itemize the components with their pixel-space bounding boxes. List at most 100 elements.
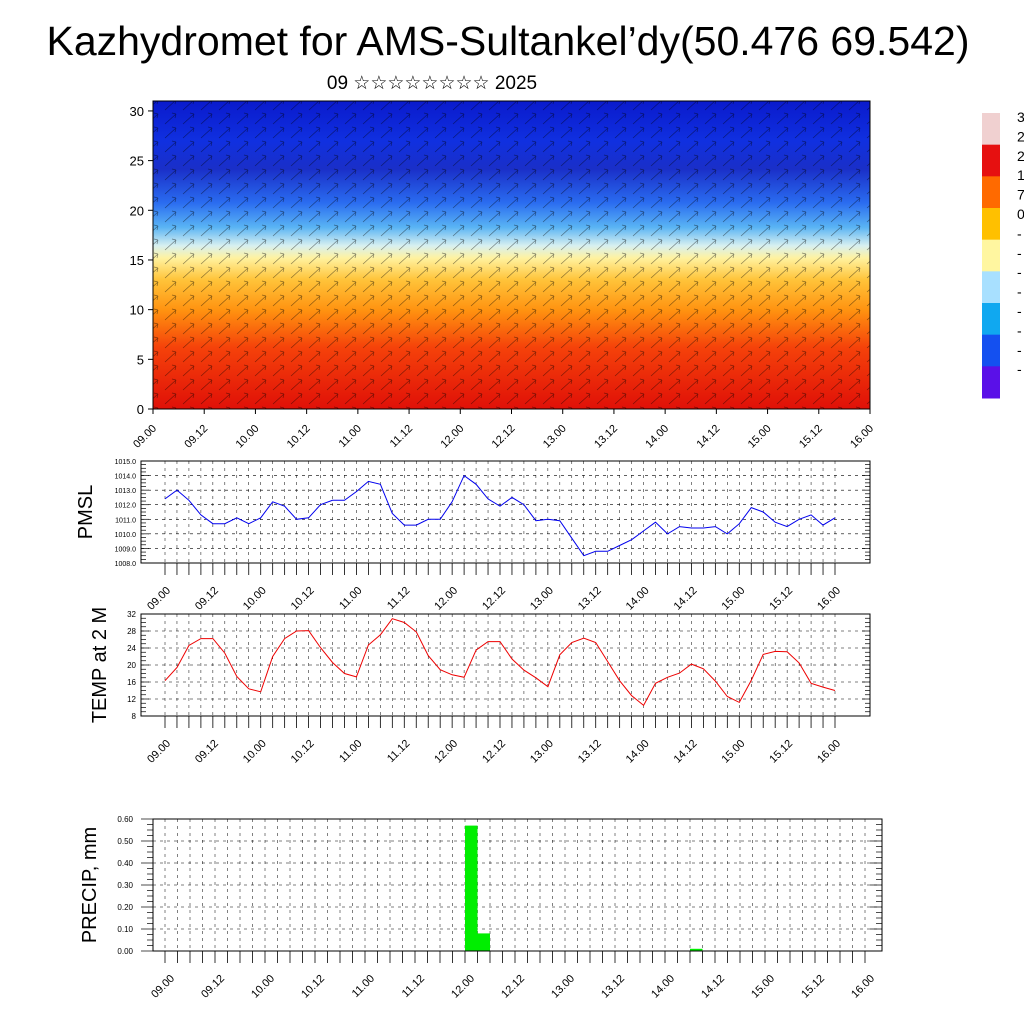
xs-xtick-label: 13.00: [541, 423, 569, 451]
temp-panel: 8 12 16 20 24 28 32 09.00 09.12 10.00 10.12 11.00 1…: [89, 607, 871, 766]
temp-xtick-label: 16.00: [815, 738, 843, 766]
xs-ytick-label: 20: [130, 203, 144, 218]
precip-xtick-label: 14.00: [649, 973, 677, 1001]
cross-section-panel: 0 5 10 15 20 25 30 09.00 09.12 10.00 10.12 11.00 11…: [130, 100, 876, 451]
pmsl-ytick-label: 1015.0: [115, 459, 137, 466]
temp-xtick-label: 13.00: [528, 738, 556, 766]
temp-xtick-label: 14.00: [624, 738, 652, 766]
precip-ytick-label: 0.30: [117, 881, 133, 890]
xs-xtick-label: 12.00: [438, 423, 466, 451]
precip-ytick-label: 0.40: [117, 859, 133, 868]
colorbar-label: -: [1017, 264, 1022, 280]
xs-ytick-label: 30: [130, 104, 144, 119]
pmsl-xtick-label: 14.12: [672, 585, 700, 613]
precip-xtick-label: 12.00: [449, 973, 477, 1001]
precip-ytick-label: 0.50: [117, 837, 133, 846]
precip-xtick-label: 15.12: [799, 973, 827, 1001]
precip-xtick-label: 11.12: [400, 973, 427, 1000]
precip-xtick-label: 16.00: [849, 973, 877, 1001]
precip-ytick-label: 0.20: [117, 903, 133, 912]
xs-xtick-label: 14.00: [643, 423, 671, 451]
wind-barbs: [153, 101, 870, 409]
colorbar-swatch: [982, 113, 1000, 146]
pmsl-ytick-label: 1012.0: [115, 503, 137, 510]
xs-ytick-label: 25: [130, 154, 144, 169]
temp-xtick-label: 15.00: [719, 738, 747, 766]
pmsl-xtick-label: 10.00: [241, 585, 269, 613]
precip-bar: [477, 933, 490, 951]
colorbar-label: 2: [1017, 128, 1024, 144]
xs-xtick-label: 15.00: [746, 423, 774, 451]
pmsl-xtick-label: 11.12: [385, 585, 412, 612]
pmsl-xtick-label: 10.12: [289, 585, 317, 613]
precip-xtick-label: 13.00: [549, 973, 577, 1001]
xs-xtick-label: 09.00: [131, 423, 159, 451]
temp-ytick-label: 20: [127, 661, 136, 670]
precip-frame: [152, 818, 883, 952]
temp-ytick-label: 32: [127, 610, 136, 619]
colorbar-swatch: [982, 239, 1000, 272]
pmsl-xtick-label: 14.00: [624, 585, 652, 613]
precip-ytick-label: 0.10: [117, 925, 133, 934]
pmsl-ytick-label: 1014.0: [115, 474, 137, 481]
colorbar-label: -: [1017, 342, 1022, 358]
xs-ytick-label: 15: [130, 253, 144, 268]
chart-title: Kazhydromet for AMS-Sultankel’dy(50.476 …: [46, 18, 970, 64]
temp-xtick-label: 10.00: [241, 738, 269, 766]
pmsl-xtick-label: 16.00: [815, 585, 843, 613]
precip-xtick-label: 13.12: [599, 973, 627, 1001]
pmsl-ytick-label: 1008.0: [115, 561, 137, 568]
pmsl-xtick-label: 13.00: [528, 585, 556, 613]
xs-ytick-label: 10: [130, 303, 144, 318]
pmsl-xtick-label: 12.00: [432, 585, 460, 613]
temp-xtick-label: 10.12: [289, 738, 317, 766]
colorbar: 3 2 2 1 7 0 - - - - - - - -: [982, 109, 1024, 399]
xs-xtick-label: 10.12: [285, 423, 313, 451]
colorbar-label: 7: [1017, 187, 1024, 203]
colorbar-label: -: [1017, 322, 1022, 338]
precip-panel: 0.00 0.10 0.20 0.30 0.40 0.50 0.60 09.00 09.12 1…: [79, 815, 883, 1001]
colorbar-swatch: [982, 366, 1000, 399]
xs-xtick-label: 16.00: [848, 423, 876, 451]
precip-xtick-label: 11.00: [350, 973, 377, 1000]
colorbar-swatch: [982, 176, 1000, 209]
pmsl-ytick-label: 1009.0: [115, 546, 137, 553]
temp-xtick-label: 14.12: [672, 738, 700, 766]
colorbar-label: 0: [1017, 206, 1024, 222]
xs-xtick-label: 09.12: [182, 423, 210, 451]
temp-ytick-label: 24: [127, 644, 136, 653]
temp-xtick-label: 13.12: [576, 738, 604, 766]
colorbar-swatch: [982, 208, 1000, 241]
colorbar-label: 1: [1017, 167, 1024, 183]
precip-xtick-label: 14.12: [699, 973, 727, 1001]
pmsl-xtick-label: 13.12: [576, 585, 604, 613]
pmsl-panel: 1008.0 1009.0 1010.0 1011.0 1012.0 1013.0 1014…: [75, 459, 871, 613]
pmsl-axis-label: PMSL: [75, 485, 97, 539]
xs-ytick-label: 5: [137, 352, 144, 367]
pmsl-xtick-label: 15.12: [767, 585, 795, 613]
temp-xtick-label: 12.12: [480, 738, 508, 766]
colorbar-swatch: [982, 334, 1000, 367]
temp-frame: [140, 613, 871, 717]
colorbar-swatch: [982, 144, 1000, 177]
xs-xtick-label: 11.12: [388, 423, 415, 450]
colorbar-label: -: [1017, 284, 1022, 300]
temp-ytick-label: 16: [127, 678, 136, 687]
colorbar-label: 3: [1017, 109, 1024, 125]
temp-xtick-label: 11.00: [337, 738, 364, 765]
xs-xtick-label: 15.12: [797, 423, 825, 451]
pmsl-ytick-label: 1010.0: [115, 532, 137, 539]
temp-xtick-label: 09.00: [145, 738, 173, 766]
temp-axis-label: TEMP at 2 M: [89, 607, 111, 723]
temp-xtick-label: 15.12: [767, 738, 795, 766]
precip-xtick-label: 12.12: [499, 973, 527, 1001]
pmsl-xtick-label: 09.00: [145, 585, 173, 613]
precip-ytick-label: 0.60: [117, 815, 133, 824]
precip-xtick-label: 09.00: [149, 973, 177, 1001]
precip-ytick-label: 0.00: [117, 947, 133, 956]
pmsl-xtick-label: 11.00: [337, 585, 364, 612]
pmsl-series-line: [164, 474, 836, 557]
precip-xtick-label: 10.00: [249, 973, 277, 1001]
colorbar-label: -: [1017, 245, 1022, 261]
